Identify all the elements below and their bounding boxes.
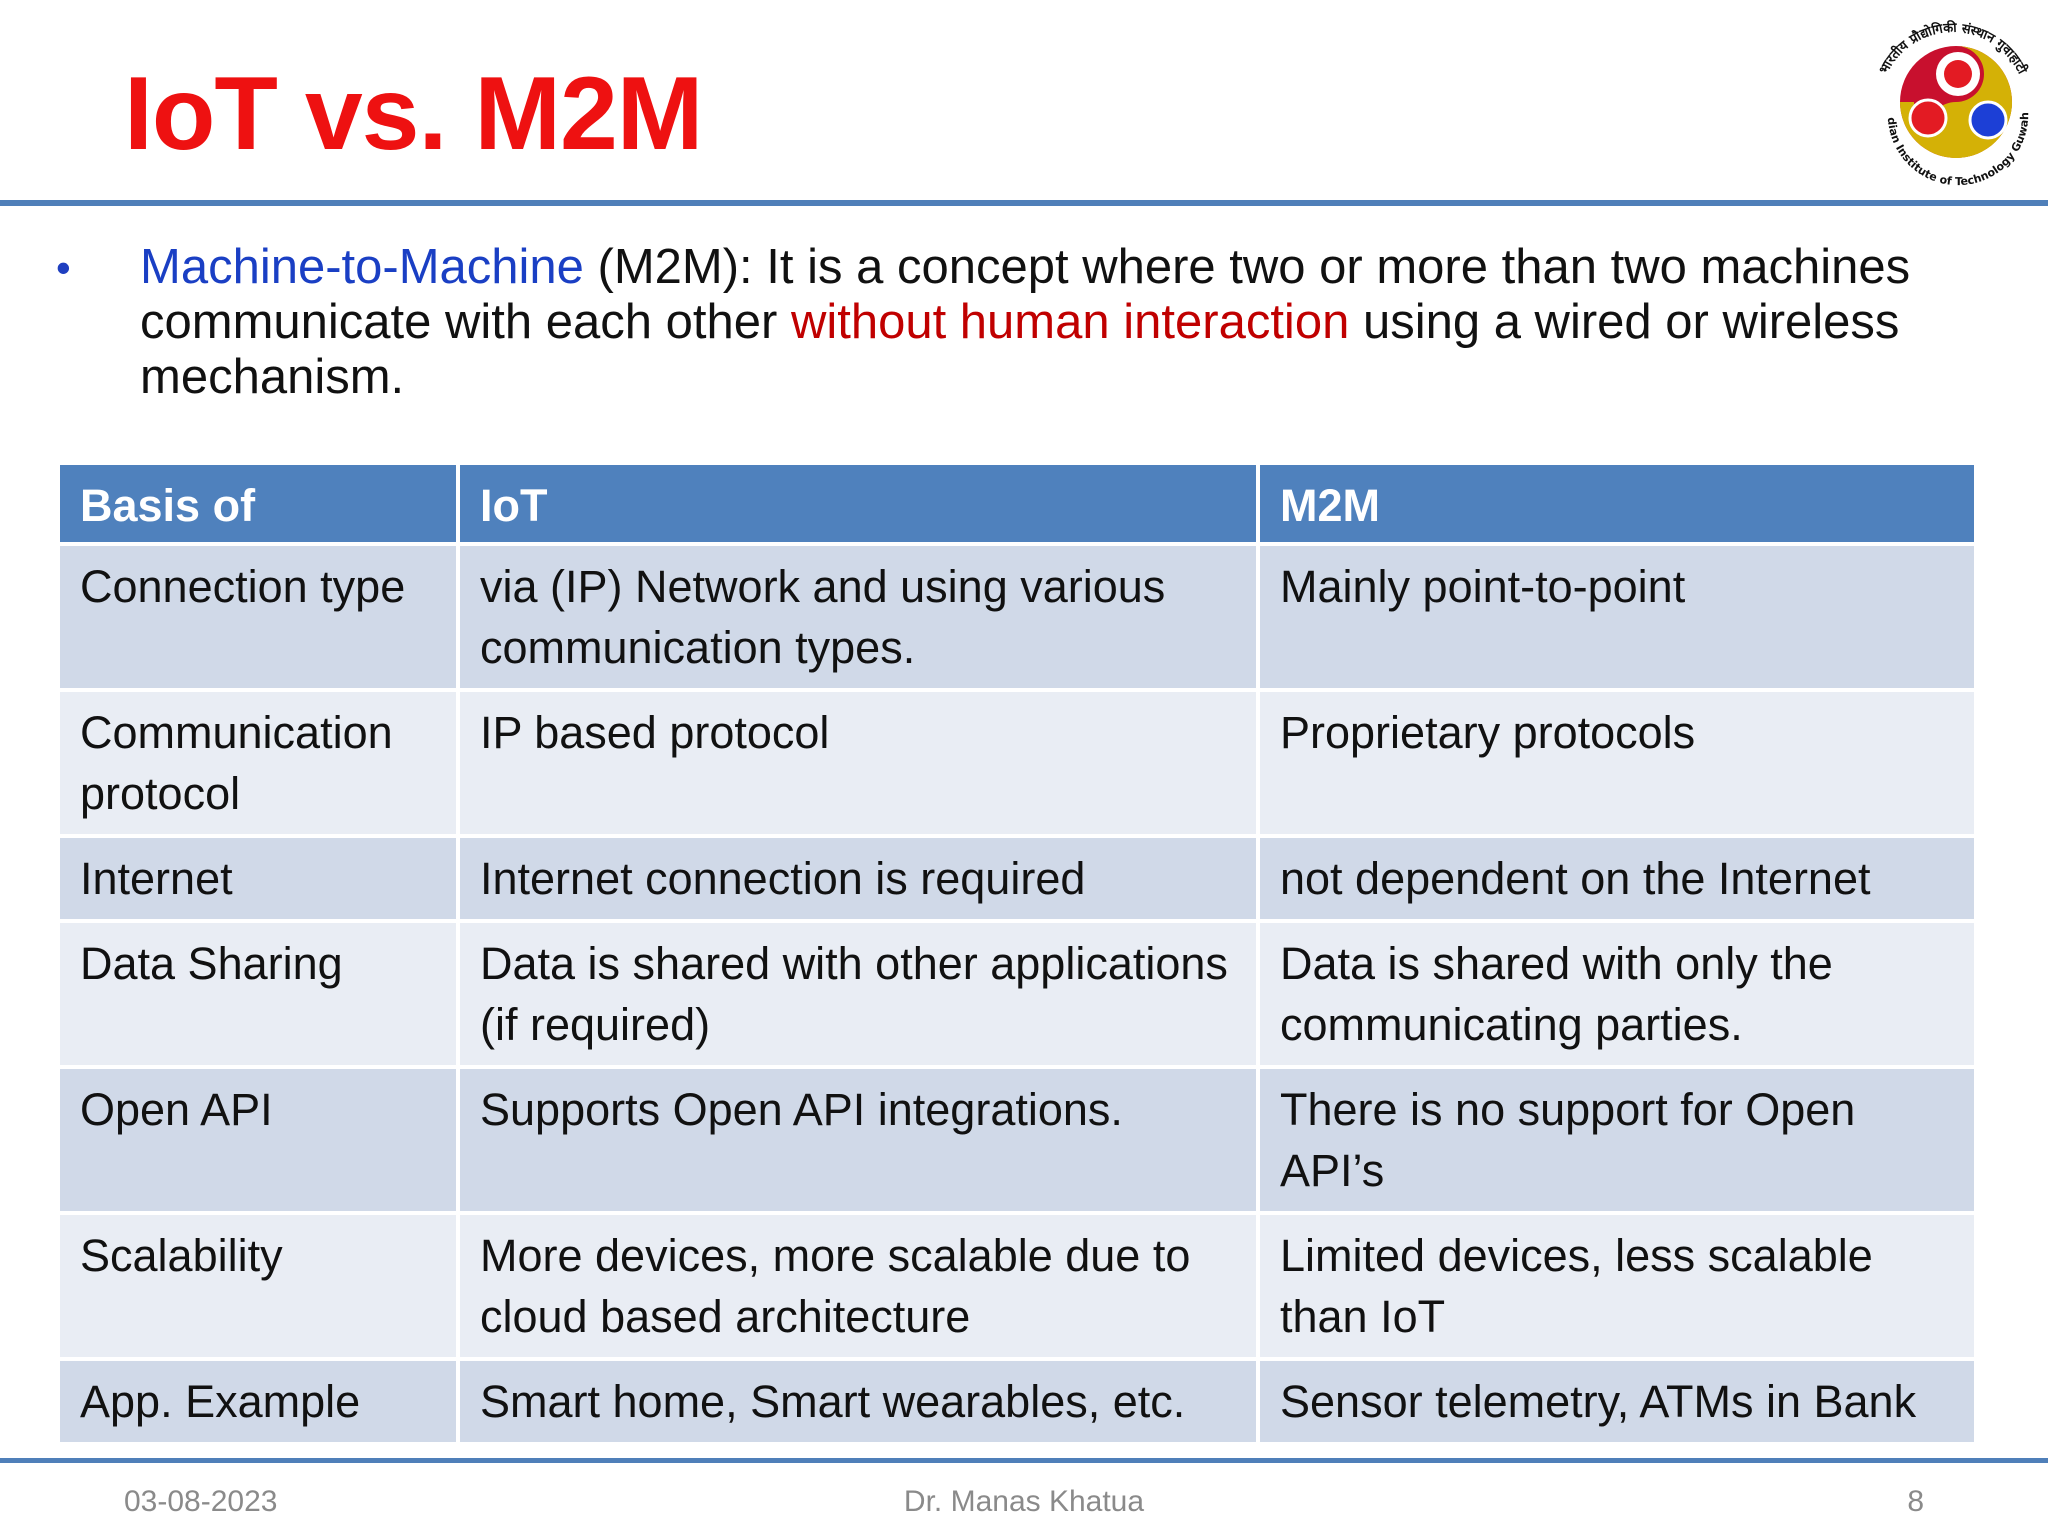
cell-basis: Data Sharing — [56, 919, 460, 1069]
definition-highlight: without human interaction — [790, 295, 1350, 349]
definition-part2: using a wired or wireless mechanism. — [140, 295, 1900, 404]
cell-basis: Internet — [56, 834, 460, 923]
cell-iot: Smart home, Smart wearables, etc. — [456, 1357, 1260, 1446]
definition-term: Machine-to-Machine — [140, 240, 584, 294]
cell-m2m: not dependent on the Internet — [1256, 834, 1978, 923]
footer-divider — [0, 1458, 2048, 1463]
table-header-row: Basis of IoT M2M — [56, 461, 1978, 546]
cell-iot: via (IP) Network and using various commu… — [456, 542, 1260, 692]
cell-m2m: Proprietary protocols — [1256, 688, 1978, 838]
footer-page-number: 8 — [1907, 1485, 1924, 1518]
cell-m2m: Mainly point-to-point — [1256, 542, 1978, 692]
cell-iot: Supports Open API integrations. — [456, 1065, 1260, 1215]
definition-bullet: • Machine-to-Machine (M2M): It is a conc… — [56, 240, 1996, 405]
table-row: Connection type via (IP) Network and usi… — [56, 542, 1978, 692]
table-row: Open API Supports Open API integrations.… — [56, 1065, 1978, 1215]
table-row: Data Sharing Data is shared with other a… — [56, 919, 1978, 1069]
header-m2m: M2M — [1256, 461, 1978, 546]
cell-m2m: There is no support for Open API’s — [1256, 1065, 1978, 1215]
cell-m2m: Sensor telemetry, ATMs in Bank — [1256, 1357, 1978, 1446]
cell-basis: Open API — [56, 1065, 460, 1215]
cell-iot: Internet connection is required — [456, 834, 1260, 923]
table-row: App. Example Smart home, Smart wearables… — [56, 1357, 1978, 1446]
cell-iot: IP based protocol — [456, 688, 1260, 838]
logo-emblem: भारतीय प्रौद्योगिकी संस्थान गुवाहाटी Ind… — [1854, 0, 2041, 193]
cell-basis: App. Example — [56, 1357, 460, 1446]
iit-guwahati-logo: भारतीय प्रौद्योगिकी संस्थान गुवाहाटी Ind… — [1854, 0, 2048, 200]
table-row: Internet Internet connection is required… — [56, 834, 1978, 923]
bullet-dot-icon: • — [56, 244, 71, 291]
cell-iot: More devices, more scalable due to cloud… — [456, 1211, 1260, 1361]
cell-iot: Data is shared with other applications (… — [456, 919, 1260, 1069]
cell-basis: Communication protocol — [56, 688, 460, 838]
comparison-table: Basis of IoT M2M Connection type via (IP… — [56, 461, 1978, 1446]
cell-m2m: Data is shared with only the communicati… — [1256, 919, 1978, 1069]
cell-basis: Connection type — [56, 542, 460, 692]
definition-text: Machine-to-Machine (M2M): It is a concep… — [140, 240, 1996, 405]
header-iot: IoT — [456, 461, 1260, 546]
slide-title: IoT vs. M2M — [124, 56, 703, 172]
cell-m2m: Limited devices, less scalable than IoT — [1256, 1211, 1978, 1361]
table-row: Communication protocol IP based protocol… — [56, 688, 1978, 838]
title-divider — [0, 200, 2048, 206]
cell-basis: Scalability — [56, 1211, 460, 1361]
footer-date: 03-08-2023 — [124, 1485, 278, 1518]
header-basis: Basis of — [56, 461, 460, 546]
footer-author: Dr. Manas Khatua — [903, 1485, 1145, 1518]
table-row: Scalability More devices, more scalable … — [56, 1211, 1978, 1361]
definition-part1: (M2M): It is a concept where two or more… — [140, 240, 1911, 349]
